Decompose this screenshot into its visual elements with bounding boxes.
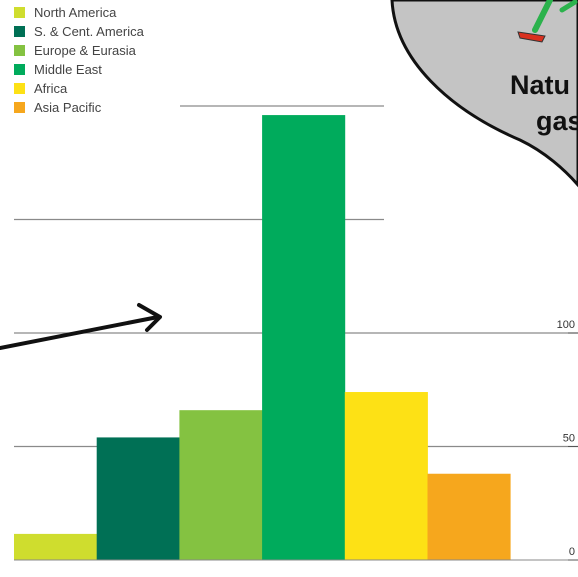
legend-swatch-4	[14, 83, 25, 94]
legend-label-0: North America	[34, 5, 117, 20]
legend-label-2: Europe & Eurasia	[34, 43, 137, 58]
y-axis-ticks: 0 50 100	[557, 319, 578, 561]
legend-swatch-2	[14, 45, 25, 56]
y-tick-label-50: 50	[563, 433, 575, 445]
bar-s-cent-america	[96, 437, 180, 560]
legend-swatch-0	[14, 7, 25, 18]
arrow-annotation	[0, 303, 162, 350]
y-tick-label-0: 0	[569, 546, 575, 558]
legend-label-5: Asia Pacific	[34, 100, 102, 115]
gas-pump-icon	[517, 0, 578, 43]
bubble-text-line2: gas	[536, 106, 578, 136]
bubble-text-line1: Natu	[510, 70, 570, 100]
bar-africa	[344, 392, 428, 560]
legend: North America S. & Cent. America Europe & …	[14, 5, 145, 115]
bar-north-america	[14, 533, 98, 560]
natural-gas-bubble: Natu gas	[390, 0, 578, 188]
legend-label-1: S. & Cent. America	[34, 24, 145, 39]
bar-europe-eurasia	[179, 410, 263, 560]
legend-swatch-3	[14, 64, 25, 75]
bar-middle-east	[262, 115, 346, 560]
legend-label-3: Middle East	[34, 62, 102, 77]
bar-asia-pacific	[427, 473, 511, 560]
bars	[14, 115, 511, 560]
legend-label-4: Africa	[34, 81, 68, 96]
y-tick-label-100: 100	[557, 319, 575, 331]
legend-swatch-1	[14, 26, 25, 37]
legend-swatch-5	[14, 102, 25, 113]
